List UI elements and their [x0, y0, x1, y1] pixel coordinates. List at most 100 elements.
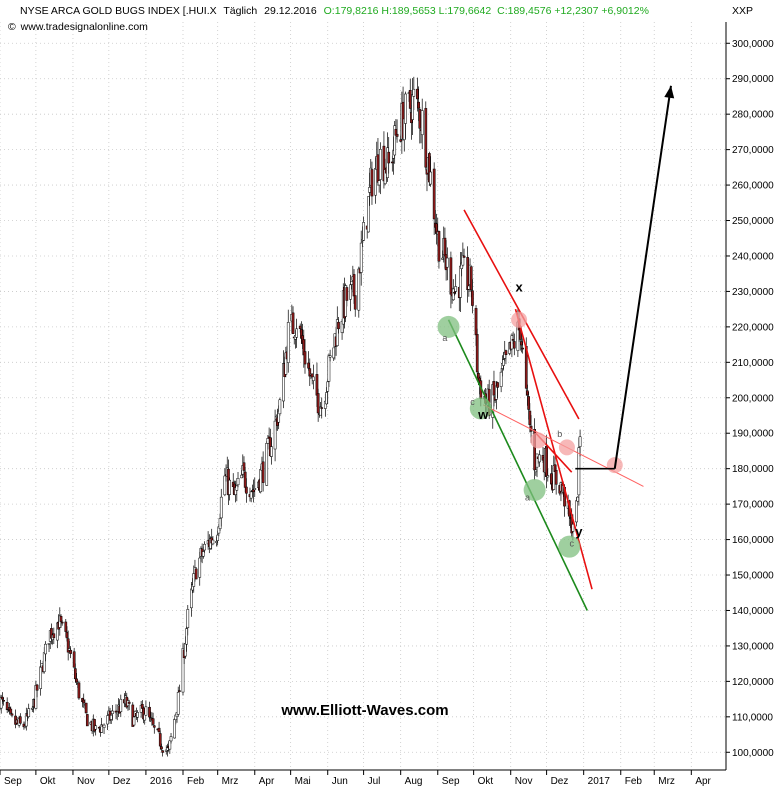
candle-body [393, 125, 397, 156]
wave-label: c [470, 397, 475, 407]
candle-body [228, 479, 231, 495]
x-tick-label: Sep [442, 776, 460, 787]
pivot-marker [437, 315, 460, 338]
candle-body [467, 285, 471, 290]
x-tick-label: Mrz [658, 776, 675, 787]
candle-body [178, 690, 181, 692]
y-tick-label: 270,0000 [732, 145, 774, 156]
candle-body [437, 231, 441, 262]
candle-body [158, 733, 162, 747]
source-url: www.tradesignalonline.com [20, 21, 148, 33]
y-tick-label: 190,0000 [732, 429, 774, 440]
candle-body [445, 257, 449, 268]
candle-body [345, 287, 349, 301]
candle-body [521, 347, 525, 350]
candle-body [350, 281, 353, 285]
candle-body [327, 355, 331, 382]
candle-body [303, 351, 307, 365]
candles [0, 76, 582, 757]
projection [575, 85, 675, 470]
candle-body [203, 543, 206, 551]
candle-body [404, 93, 407, 124]
candle-body [399, 139, 403, 142]
y-tick-label: 110,0000 [732, 712, 773, 723]
interval-label: Täglich [223, 5, 257, 17]
candle-body [35, 684, 39, 691]
x-tick-label: Okt [478, 776, 494, 787]
pivot-marker [523, 478, 546, 501]
candle-body [576, 496, 580, 502]
x-tick-label: Jul [368, 776, 381, 787]
pivot-marker [558, 535, 581, 558]
candle-body [298, 325, 302, 329]
candle-body [173, 718, 176, 739]
candle-body [424, 108, 428, 168]
candle-body [278, 399, 282, 415]
candle-body [370, 169, 374, 197]
candle-body [184, 642, 187, 657]
wave-label: b [557, 429, 562, 439]
candle-body [240, 474, 243, 479]
candle-body [190, 588, 193, 609]
candle-body [5, 701, 9, 711]
candle-body [59, 616, 63, 622]
candle-body [395, 133, 399, 137]
candle-body [328, 355, 332, 358]
instrument-name: NYSE ARCA GOLD BUGS INDEX [.HUI.X [20, 5, 217, 17]
candle-body [201, 551, 205, 557]
candle-body [417, 101, 420, 109]
candle-body [259, 469, 263, 493]
candle-body [127, 701, 131, 704]
candle-body [443, 237, 447, 257]
candle-body [97, 726, 101, 729]
candle-body [242, 462, 246, 471]
candle-body [186, 609, 190, 629]
candle-body [575, 500, 578, 523]
x-tick-label: Mrz [222, 776, 239, 787]
candle-body [353, 295, 357, 310]
candle-body [408, 89, 412, 109]
candle-body [504, 350, 508, 356]
pivot-marker [469, 397, 492, 420]
candle-body [235, 485, 239, 491]
candle-body [578, 436, 582, 447]
wave-label: c [569, 539, 574, 549]
candle-body [27, 708, 31, 717]
candle-body [42, 652, 46, 672]
candle-body [471, 290, 474, 306]
candle-body [115, 712, 119, 715]
candle-body [377, 180, 381, 186]
candle-body [273, 420, 277, 450]
chart-header: NYSE ARCA GOLD BUGS INDEX [.HUI.X Täglic… [20, 5, 649, 17]
ohlc-values: O:179,8216 H:189,5653 L:179,6642 [324, 5, 492, 17]
candle-body [510, 335, 514, 350]
wave-label: a [525, 493, 530, 503]
candle-body [411, 94, 414, 120]
candle-body [512, 341, 516, 349]
candle-body [84, 702, 88, 714]
candle-body [362, 222, 365, 241]
wave-label: a [442, 333, 447, 343]
candle-body [106, 715, 109, 725]
candle-body [215, 541, 218, 543]
pivot-markers [437, 311, 623, 558]
wave-labels: x w y a c a b c [442, 279, 583, 548]
candle-body [144, 706, 148, 716]
x-tick-label: 2016 [150, 776, 173, 787]
candle-body [114, 710, 118, 713]
candle-body [474, 308, 478, 336]
candle-body [454, 286, 458, 292]
y-tick-label: 290,0000 [732, 74, 774, 85]
candle-body [74, 668, 77, 680]
candle-body [181, 648, 185, 693]
candle-body [499, 371, 503, 387]
candle-body [352, 274, 356, 297]
candle-body [307, 362, 310, 369]
x-tick-label: Jun [332, 776, 348, 787]
candle-body [151, 718, 155, 725]
candle-body [176, 692, 180, 715]
candle-body [315, 374, 319, 396]
y-tick-label: 260,0000 [732, 181, 774, 192]
